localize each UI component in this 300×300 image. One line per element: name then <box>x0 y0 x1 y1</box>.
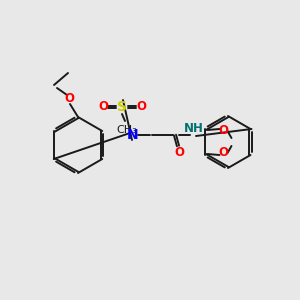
Text: O: O <box>98 100 108 113</box>
Text: N: N <box>127 128 139 142</box>
Text: NH: NH <box>184 122 204 134</box>
Text: O: O <box>136 100 146 113</box>
Text: O: O <box>174 146 184 158</box>
Text: O: O <box>218 124 229 137</box>
Text: O: O <box>218 146 229 160</box>
Text: S: S <box>117 100 127 114</box>
Text: O: O <box>64 92 74 106</box>
Text: CH₃: CH₃ <box>117 125 137 135</box>
